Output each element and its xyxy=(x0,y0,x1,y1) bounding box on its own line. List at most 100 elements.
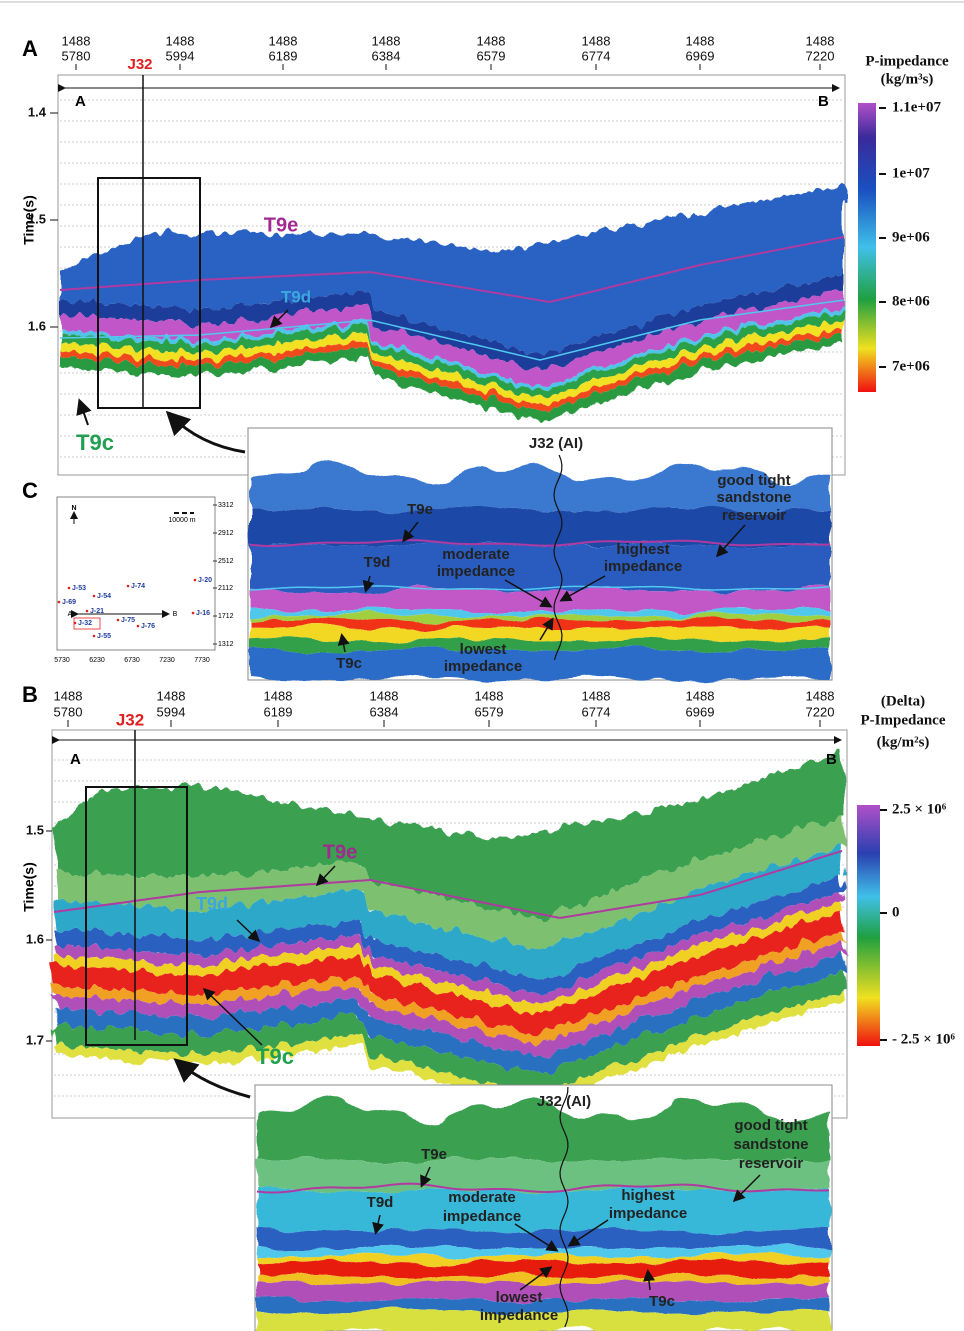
colorbar-tick-label: 7e+06 xyxy=(892,358,930,374)
impedance-band xyxy=(250,461,830,513)
horizon-t9e xyxy=(59,236,845,303)
annotation: lowest xyxy=(496,1289,543,1306)
trace-tick-label: 5780 xyxy=(62,48,91,63)
impedance-band xyxy=(257,1187,830,1233)
line-start: A xyxy=(68,611,73,618)
annotation: T9d xyxy=(364,554,391,571)
map-tick-label: 6730 xyxy=(124,657,140,664)
impedance-band xyxy=(54,846,845,980)
impedance-band xyxy=(250,637,830,653)
arrow xyxy=(315,865,336,887)
colorbar-title: P-Impedance xyxy=(861,712,946,728)
trace-tick-label: 6969 xyxy=(686,48,715,63)
arrow xyxy=(236,919,261,943)
annotation: good tight xyxy=(734,1117,807,1134)
seismic-body xyxy=(250,461,830,682)
colorbar-tick-label: 1.1e+07 xyxy=(892,99,941,115)
trace-tick-label: 5994 xyxy=(166,48,195,63)
horizon-label: T9d xyxy=(196,894,228,914)
annotation: T9e xyxy=(407,501,433,518)
impedance-band xyxy=(60,290,844,386)
line-start: A xyxy=(70,751,81,768)
arrow xyxy=(643,1269,655,1291)
annotation: J32 (AI) xyxy=(537,1093,591,1110)
line-end: B xyxy=(173,611,178,618)
trace-tick-label: 1488 xyxy=(62,33,91,48)
trace-tick-label: 1488 xyxy=(370,688,399,703)
colorbar-tick-label: 1e+07 xyxy=(892,165,930,181)
well-dot xyxy=(193,578,197,582)
impedance-band xyxy=(250,647,830,682)
impedance-band xyxy=(250,607,830,618)
map-tick-label: 1712 xyxy=(218,613,234,620)
annotation: good tight xyxy=(717,472,790,489)
colorbar-title: (kg/m³s) xyxy=(881,71,934,87)
trace-tick-label: 1488 xyxy=(582,33,611,48)
time-tick-label: 1.6 xyxy=(28,318,46,333)
map-tick-label: 6230 xyxy=(89,657,105,664)
annotation: sandstone xyxy=(733,1136,808,1153)
annotation: impedance xyxy=(480,1307,558,1324)
well-label: J-53 xyxy=(72,585,86,592)
impedance-band xyxy=(54,751,845,920)
callout-arrow xyxy=(173,1058,251,1099)
well-label: J-75 xyxy=(121,617,135,624)
time-tick-label: 1.5 xyxy=(26,822,44,837)
trace-tick-label: 1488 xyxy=(372,33,401,48)
trace-tick-label: 1488 xyxy=(54,688,83,703)
map-box xyxy=(56,496,216,651)
trace-tick-label: 5780 xyxy=(54,704,83,719)
annotation: impedance xyxy=(609,1205,687,1222)
annotation: T9d xyxy=(367,1194,394,1211)
horizon-label: T9d xyxy=(281,287,311,306)
well-label: J-74 xyxy=(131,583,145,590)
annotation: reservoir xyxy=(722,507,786,524)
well-label: J-55 xyxy=(97,633,111,640)
colorbar-tick-label: - 2.5 × 10⁶ xyxy=(892,1031,956,1047)
time-tick-label: 1.6 xyxy=(26,931,44,946)
inset-a-plot: J32 (AI) T9e T9d T9c good tightsandstonerese… xyxy=(249,435,831,682)
arrow xyxy=(372,1214,384,1235)
horizon-t9e xyxy=(53,849,843,919)
impedance-band xyxy=(54,816,845,950)
well-dot xyxy=(85,609,89,613)
annotation: T9e xyxy=(421,1146,447,1163)
arrow xyxy=(337,633,350,653)
map-tick-label: 2912 xyxy=(218,530,234,537)
colorbar-title: P-impedance xyxy=(865,53,949,69)
impedance-band xyxy=(257,1095,830,1163)
map-tick-label: 1312 xyxy=(218,641,234,648)
map-tick-label: 5730 xyxy=(54,657,70,664)
well-label: J-76 xyxy=(141,623,155,630)
arrow xyxy=(420,1166,432,1188)
trace-tick-label: 1488 xyxy=(166,33,195,48)
trace-tick-label: 6579 xyxy=(477,48,506,63)
colorbar-tick-label: 8e+06 xyxy=(892,293,930,309)
trace-tick-label: 1488 xyxy=(806,688,835,703)
trace-tick-label: 1488 xyxy=(264,688,293,703)
impedance-band xyxy=(54,911,845,1035)
well-label: J-69 xyxy=(62,599,76,606)
colorbar-title: (Delta) xyxy=(881,693,925,709)
well-track xyxy=(559,1086,569,1328)
trace-tick-label: 7220 xyxy=(806,704,835,719)
annotation: J32 (AI) xyxy=(529,435,583,452)
impedance-band xyxy=(54,954,845,1075)
trace-tick-label: 1488 xyxy=(477,33,506,48)
arrow xyxy=(519,1266,553,1291)
panel-label: B xyxy=(22,682,38,707)
impedance-band xyxy=(54,991,845,1105)
trace-tick-label: 1488 xyxy=(157,688,186,703)
map-tick-label: 7730 xyxy=(194,657,210,664)
well-label: J-16 xyxy=(196,610,210,617)
horizon-t9d xyxy=(59,299,845,361)
annotation: moderate xyxy=(448,1189,516,1206)
impedance-band xyxy=(257,1273,830,1286)
inset-b-plot: J32 (AI) T9e T9d T9c good tight sandstone rese… xyxy=(256,1086,830,1331)
impedance-band xyxy=(257,1245,830,1259)
annotation: highest xyxy=(616,541,669,558)
well-dot xyxy=(92,594,96,598)
trace-tick-label: 1488 xyxy=(582,688,611,703)
time-tick-label: 1.5 xyxy=(28,211,46,226)
